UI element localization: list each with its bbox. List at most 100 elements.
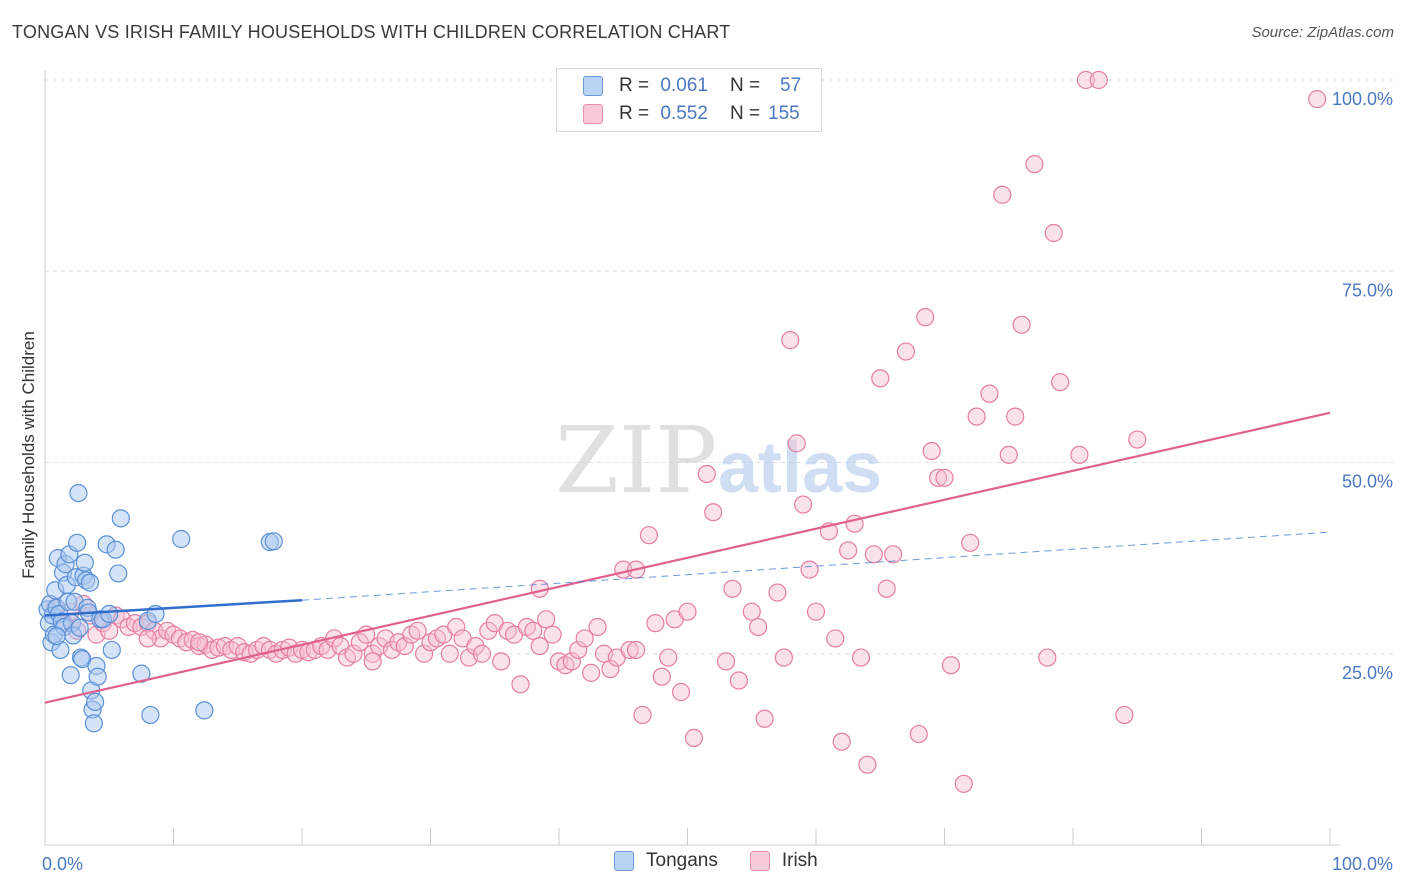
irish-point xyxy=(999,445,1018,464)
legend-n-value: 155 xyxy=(768,103,800,124)
irish-point xyxy=(781,331,800,350)
irish-point xyxy=(537,610,556,629)
tongans-legend-swatch xyxy=(614,851,634,871)
irish-point xyxy=(575,629,594,648)
irish-point xyxy=(883,545,903,564)
irish-point xyxy=(928,468,948,487)
stats-legend: R = 0.061 N = 57 R = 0.552 N = 155 xyxy=(556,68,822,132)
irish-point xyxy=(941,656,961,675)
watermark-atlas: atlas xyxy=(718,428,882,508)
legend-n-label: N = xyxy=(729,75,761,96)
irish-point xyxy=(723,579,742,598)
irish-point xyxy=(916,308,935,327)
irish-point xyxy=(344,644,363,663)
irish-point xyxy=(826,629,845,648)
tick-labels: 25.0% 50.0% 75.0% 100.0% 0.0% 100.0% xyxy=(42,89,1393,874)
irish-point xyxy=(472,644,491,663)
tongans-swatch xyxy=(583,76,603,96)
irish-point xyxy=(447,617,466,637)
irish-point xyxy=(839,541,858,560)
irish-point xyxy=(755,709,774,728)
legend-r-value: 0.061 xyxy=(660,75,708,96)
irish-point xyxy=(864,545,883,564)
series-legend: Tongans Irish xyxy=(614,850,818,872)
tongans-point xyxy=(75,553,94,572)
tongans-point xyxy=(195,701,214,720)
axes xyxy=(44,70,1340,846)
tongans-point xyxy=(111,509,130,528)
irish-point xyxy=(935,468,954,487)
y-axis-label: Family Households with Children xyxy=(19,331,38,579)
irish-point xyxy=(190,633,209,652)
irish-point xyxy=(697,464,716,484)
irish-point xyxy=(967,407,986,426)
irish-point xyxy=(138,629,157,648)
x-tick-label: 0.0% xyxy=(42,854,83,874)
irish-swatch xyxy=(583,104,603,124)
legend-irish-label: Irish xyxy=(781,850,818,871)
irish-point xyxy=(408,621,427,640)
irish-point xyxy=(742,602,761,621)
irish-point xyxy=(877,579,896,598)
legend-n-label: N = xyxy=(729,103,761,124)
irish-point xyxy=(851,648,871,667)
irish-point xyxy=(1308,90,1327,109)
irish-point xyxy=(543,625,562,644)
irish-point xyxy=(569,640,588,660)
chart-source: Source: ZipAtlas.com xyxy=(1251,24,1394,41)
irish-point xyxy=(1051,373,1070,392)
irish-point xyxy=(678,602,697,621)
tongans-point xyxy=(102,640,121,660)
irish-point xyxy=(1076,70,1095,90)
legend-r-label: R = xyxy=(619,103,650,124)
irish-point xyxy=(1006,407,1025,426)
irish-point xyxy=(1038,648,1057,667)
irish-point xyxy=(671,682,691,702)
irish-point xyxy=(363,652,382,671)
irish-point xyxy=(832,732,851,751)
irish-point xyxy=(414,644,434,663)
irish-point xyxy=(1128,430,1147,449)
irish-point xyxy=(961,533,980,552)
tongans-point xyxy=(80,573,100,592)
irish-point xyxy=(601,659,620,679)
irish-point xyxy=(492,652,511,671)
legend-row-irish: R = 0.552 N = 155 xyxy=(557,100,800,128)
irish-point xyxy=(858,755,877,774)
irish-point xyxy=(582,663,601,682)
tongans-point xyxy=(100,604,119,624)
legend-row-tongans: R = 0.061 N = 57 xyxy=(557,72,801,100)
irish-point xyxy=(1089,70,1108,90)
irish-point xyxy=(993,185,1012,204)
irish-point xyxy=(749,617,768,637)
tongans-point xyxy=(70,618,89,637)
irish-point xyxy=(909,724,928,744)
irish-point xyxy=(620,640,639,660)
y-tick-label: 100.0% xyxy=(1332,89,1393,109)
irish-point xyxy=(524,621,543,640)
watermark-zip: ZIP xyxy=(555,407,717,514)
tongans-point xyxy=(47,627,66,646)
irish-point xyxy=(652,667,671,686)
irish-point xyxy=(896,342,916,361)
irish-point xyxy=(633,705,652,725)
irish-point xyxy=(588,617,607,637)
irish-point xyxy=(646,614,665,633)
grid-lines xyxy=(45,79,1395,655)
irish-point xyxy=(716,652,736,671)
tongans-point xyxy=(84,714,103,733)
tongans-point xyxy=(86,692,105,712)
trend-lines xyxy=(44,411,1331,704)
irish-point xyxy=(787,434,806,453)
tongans-point xyxy=(61,666,80,685)
irish-point xyxy=(1044,223,1063,243)
tongans-point xyxy=(172,529,191,549)
tongans-point xyxy=(88,667,107,686)
irish-point xyxy=(980,384,999,403)
legend-r-label: R = xyxy=(619,75,650,96)
irish-point xyxy=(530,636,549,656)
irish-trend-line xyxy=(44,411,1331,704)
irish-point xyxy=(922,441,941,461)
legend-r-value: 0.552 xyxy=(660,103,708,124)
